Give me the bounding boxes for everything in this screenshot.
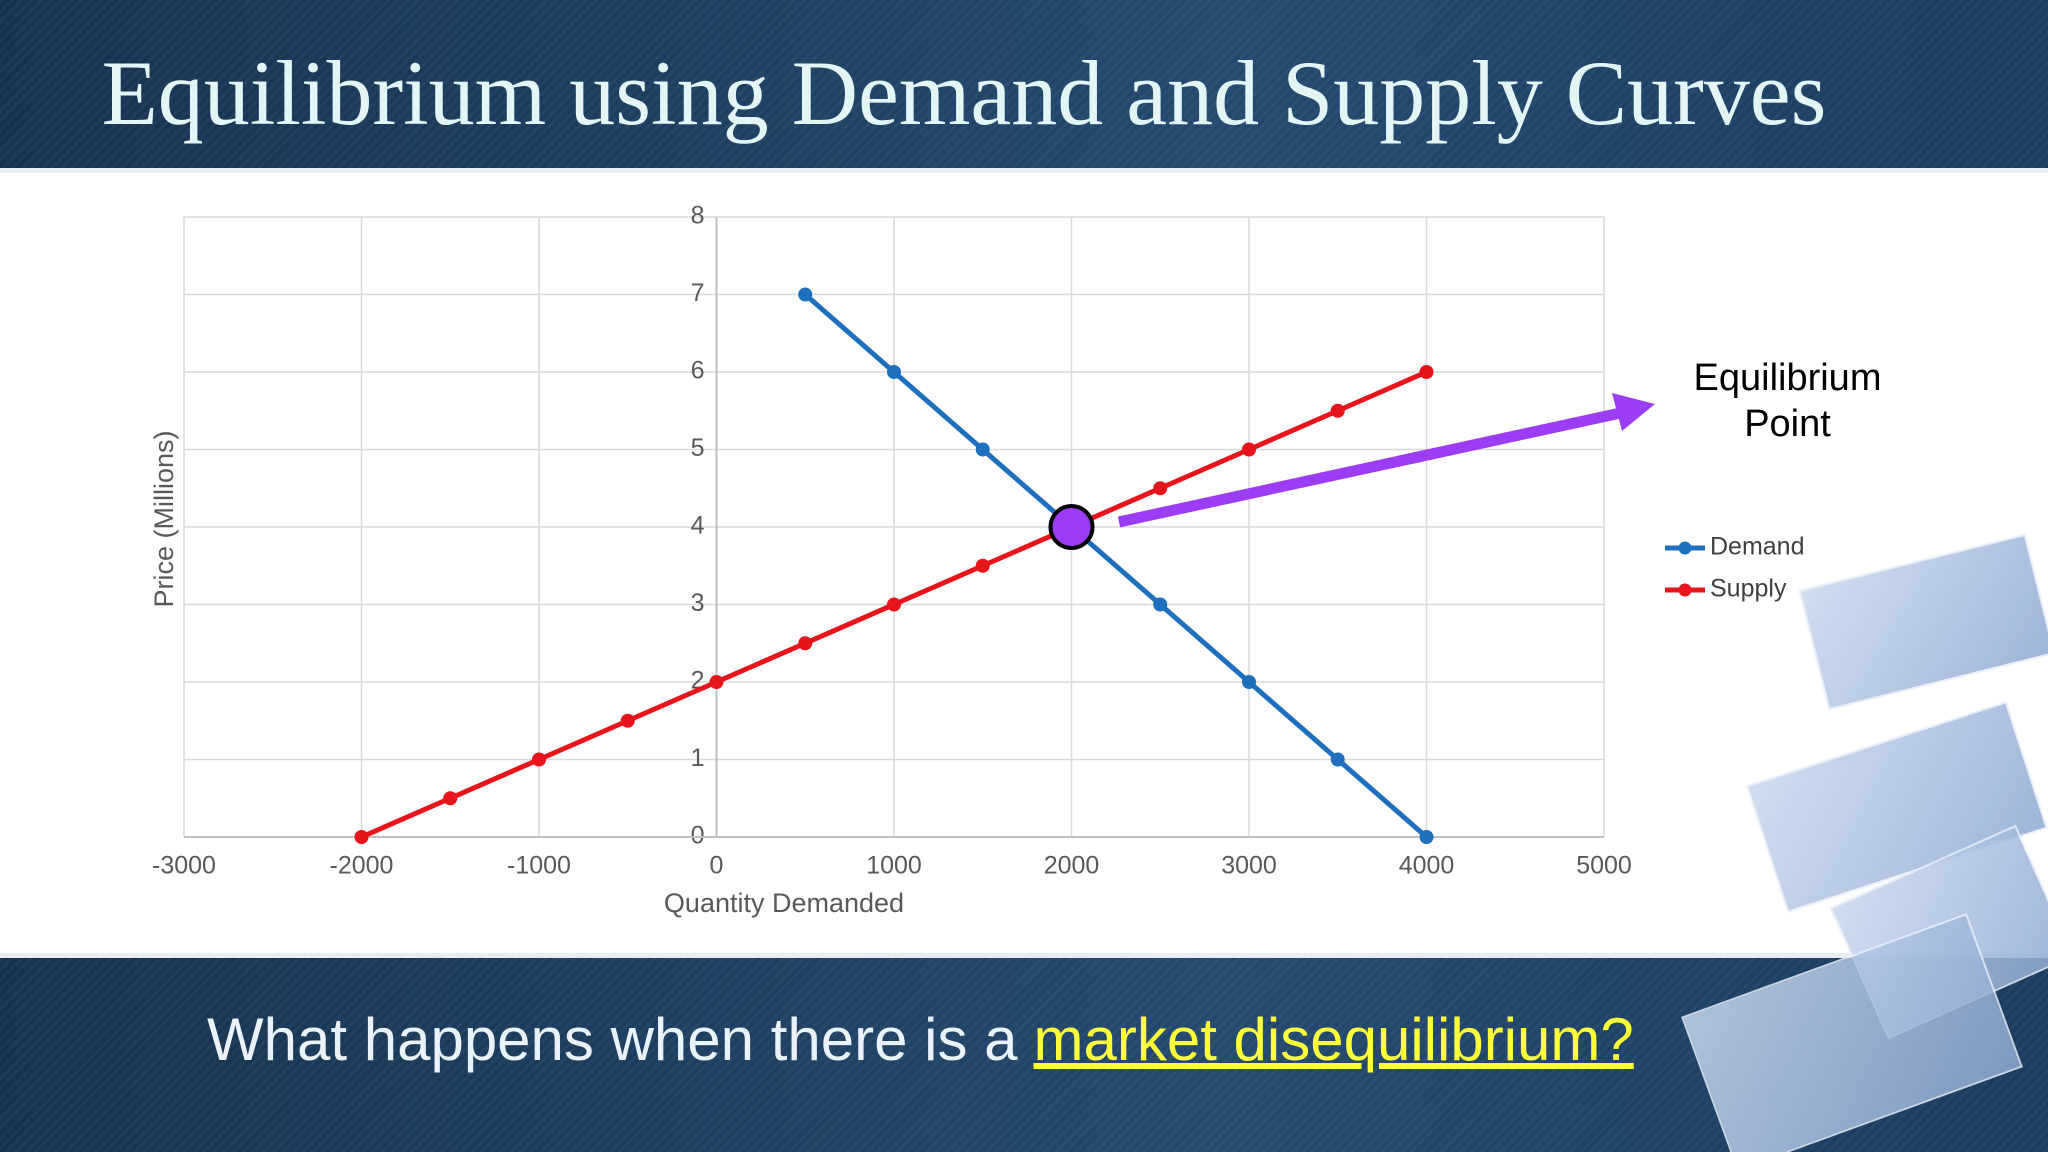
legend-swatch	[1678, 541, 1692, 555]
data-point	[443, 791, 458, 806]
annotation: Equilibrium Point	[1693, 357, 1882, 445]
data-point	[532, 752, 546, 767]
y-axis-label: Price (Millions)	[149, 430, 179, 607]
data-point	[620, 713, 635, 728]
x-tick-label: 5000	[1576, 852, 1632, 880]
data-point	[975, 442, 990, 457]
legend-label: Supply	[1710, 575, 1787, 603]
question-link[interactable]: market disequilibrium?	[1033, 1006, 1634, 1073]
data-point	[975, 558, 990, 573]
data-point	[1153, 481, 1168, 496]
x-tick-label: 0	[710, 852, 724, 880]
y-tick-label: 8	[691, 202, 705, 230]
x-tick-label: -1000	[507, 852, 571, 880]
y-tick-label: 3	[691, 589, 705, 617]
data-point	[798, 287, 813, 302]
question: What happens when there is a market diseq…	[207, 1005, 1634, 1074]
y-tick-label: 5	[691, 434, 705, 462]
data-point	[798, 636, 813, 651]
x-tick-label: 1000	[866, 852, 922, 880]
data-point	[1153, 597, 1168, 612]
slide-title: Equilibrium using Demand and Supply Curv…	[101, 42, 1827, 144]
annotation-arrowhead	[1612, 393, 1655, 431]
data-point	[1419, 830, 1434, 844]
data-point	[1242, 675, 1256, 689]
x-axis-label: Quantity Demanded	[664, 888, 904, 918]
series-line	[803, 292, 1429, 839]
data-point	[709, 675, 724, 689]
question-text: What happens when there is a	[207, 1006, 1018, 1073]
data-point	[1419, 365, 1434, 379]
x-tick-label: -2000	[330, 852, 394, 880]
legend-label: Demand	[1710, 533, 1805, 561]
x-tick-label: 3000	[1221, 852, 1277, 880]
y-tick-label: 7	[691, 279, 705, 307]
data-point	[354, 830, 369, 844]
y-tick-label: 4	[691, 512, 705, 540]
x-tick-label: 4000	[1399, 852, 1455, 880]
y-tick-label: 1	[691, 744, 705, 772]
legend-swatch	[1678, 583, 1692, 597]
y-tick-label: 6	[691, 357, 705, 385]
equilibrium-point	[1048, 504, 1095, 550]
data-point	[887, 597, 901, 612]
data-point	[887, 365, 901, 379]
y-tick-label: 0	[691, 822, 705, 850]
title-band	[0, 0, 2048, 173]
data-point	[1242, 442, 1256, 457]
data-point	[1330, 752, 1345, 767]
annotation-arrow	[1117, 406, 1627, 528]
data-point	[1330, 403, 1345, 418]
x-tick-label: -3000	[152, 852, 216, 880]
x-tick-label: 2000	[1044, 852, 1100, 880]
